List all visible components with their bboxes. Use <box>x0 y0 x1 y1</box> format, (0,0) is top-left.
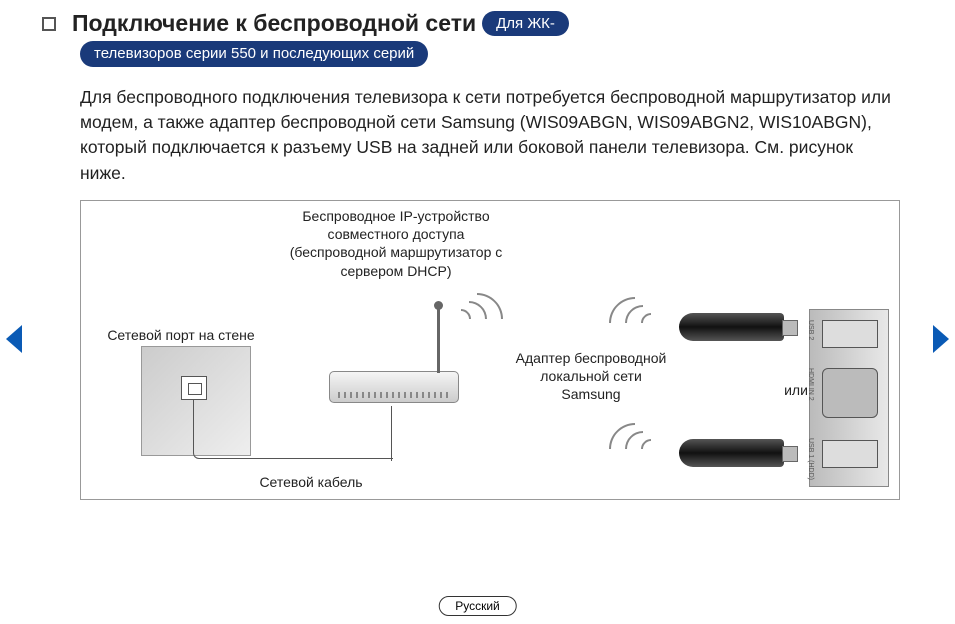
adapter-label: Адаптер беспроводной локальной сети Sams… <box>511 349 671 404</box>
hdmi-label: HDMI IN 2 <box>807 368 814 401</box>
router-graphic <box>329 371 459 403</box>
wave-icon <box>598 412 672 486</box>
cable-label: Сетевой кабель <box>241 473 381 491</box>
antenna-graphic <box>437 309 440 373</box>
cable-graphic <box>193 399 393 459</box>
wall-port-graphic <box>181 376 207 400</box>
wifi-adapter-top <box>679 313 784 341</box>
cable-graphic-2 <box>391 406 392 461</box>
router-label: Беспроводное IP-устройство совместного д… <box>271 207 521 280</box>
tv-port-panel: USB 2 HDMI IN 2 USB 1 (HDD) <box>809 309 889 487</box>
hdmi-port <box>822 368 878 418</box>
next-page-arrow[interactable] <box>933 325 949 353</box>
wall-port-label: Сетевой порт на стене <box>101 326 261 344</box>
section-bullet <box>42 17 56 31</box>
usb1-port <box>822 440 878 468</box>
usb1-label: USB 1 (HDD) <box>807 438 814 480</box>
prev-page-arrow[interactable] <box>6 325 22 353</box>
connection-diagram: Беспроводное IP-устройство совместного д… <box>80 200 900 500</box>
wifi-adapter-bottom <box>679 439 784 467</box>
usb2-port <box>822 320 878 348</box>
page-title: Подключение к беспроводной сети <box>72 10 476 37</box>
subtitle-pill-1: Для ЖК- <box>482 11 569 37</box>
wave-icon <box>440 282 514 356</box>
language-indicator[interactable]: Русский <box>438 596 517 616</box>
usb2-label: USB 2 <box>807 320 814 340</box>
description-text: Для беспроводного подключения телевизора… <box>80 85 900 187</box>
subtitle-pill-2: телевизоров серии 550 и последующих сери… <box>80 41 428 67</box>
